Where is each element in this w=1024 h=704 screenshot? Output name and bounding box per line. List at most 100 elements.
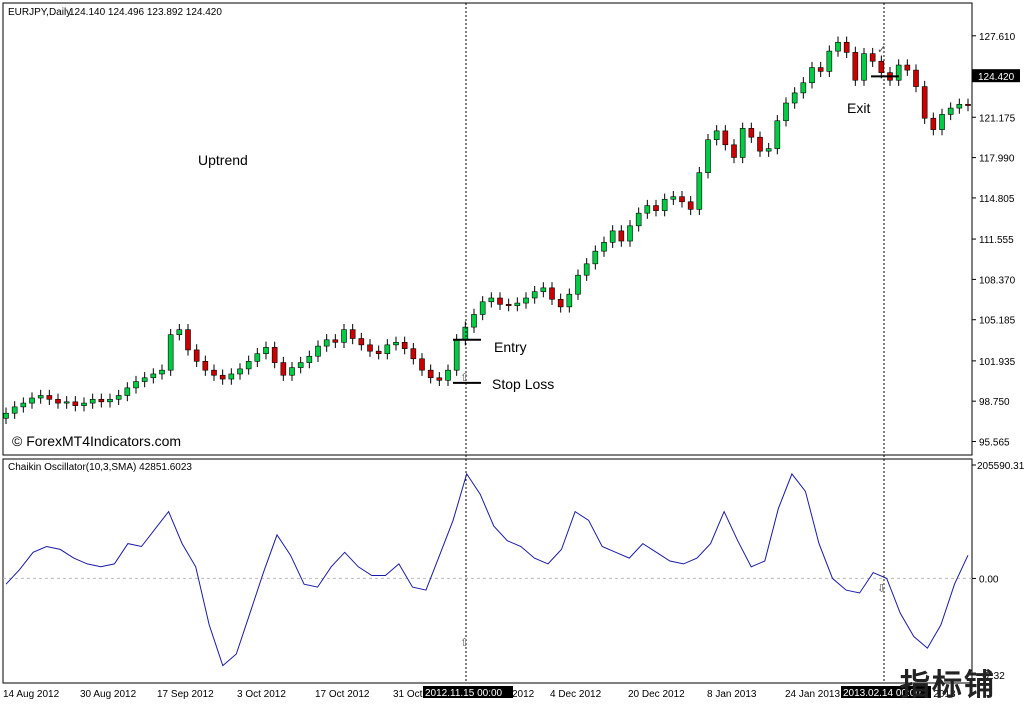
candle-body [297, 362, 304, 368]
candle-body [618, 230, 625, 242]
candle-body [384, 344, 391, 355]
candle-body [705, 139, 711, 173]
candle-body [947, 107, 954, 115]
candle-body [774, 120, 781, 149]
time-axis-label: 2012 [512, 689, 535, 700]
crosshair-time-label: 2012.11.15 00:00 [425, 688, 503, 699]
candle-body [254, 353, 261, 362]
candle-body [332, 339, 339, 343]
candle-body [393, 342, 399, 346]
candle-body [375, 350, 382, 355]
candle-body [37, 395, 44, 399]
candle-body [107, 398, 113, 403]
candle-body [505, 304, 512, 306]
candle-body [159, 369, 165, 375]
candle-body [809, 67, 815, 84]
candle-body [323, 339, 330, 347]
candle-body [315, 345, 321, 357]
candle-body [471, 314, 477, 328]
time-axis-label: 31 Oct 2012 [393, 689, 448, 700]
candle-body [930, 117, 937, 130]
candle-body [349, 329, 356, 339]
candle-body [895, 64, 902, 81]
candle-body [861, 53, 867, 81]
candle-body [289, 367, 295, 376]
candle-body [531, 291, 538, 299]
candle-body [843, 41, 850, 53]
candle-body [791, 92, 798, 104]
candle-body [497, 297, 503, 305]
time-axis-label: 20 Dec 2012 [628, 689, 685, 700]
candle-body [367, 344, 373, 352]
candle-body [419, 358, 425, 371]
candle-body [436, 377, 443, 381]
chaikin-oscillator-line [5, 472, 969, 667]
current-price-label: 124.420 [978, 72, 1015, 83]
time-axis: 14 Aug 2012 30 Aug 2012 17 Sep 2012 3 Oct 2… [3, 686, 956, 700]
candle-body [566, 293, 573, 308]
candle-body [46, 395, 53, 400]
candle-body [306, 355, 313, 363]
candle-body [89, 398, 96, 404]
candle-body [245, 361, 252, 370]
candle-body [211, 369, 217, 376]
candle-body [592, 250, 599, 265]
time-axis-label: 24 Jan 2013 [785, 689, 840, 700]
candle-body [540, 287, 547, 292]
entry-label: Entry [494, 339, 527, 355]
candle-body [956, 103, 963, 109]
candles [3, 36, 971, 424]
candle-body [904, 64, 911, 71]
candle-body [696, 172, 703, 210]
price-tick-label: 105.185 [979, 316, 1016, 327]
candle-body [514, 302, 521, 306]
candle-body [921, 86, 928, 119]
time-axis-label: 4 Dec 2012 [550, 689, 602, 700]
candle-body [280, 362, 287, 376]
candle-body [185, 329, 191, 351]
price-tick-label: 127.610 [979, 32, 1016, 43]
candle-body [549, 287, 555, 300]
candle-body [523, 297, 529, 304]
logo-watermark: 指标铺 [900, 668, 996, 703]
oscillator-panel-frame [2, 458, 973, 684]
candle-body [835, 41, 841, 52]
candle-body [263, 347, 269, 355]
candle-body [878, 60, 885, 73]
osc-tick-label: 205590.31 [977, 461, 1024, 472]
candle-body [453, 339, 460, 371]
price-tick-label: 111.555 [979, 235, 1014, 246]
candle-body [583, 263, 590, 276]
oscillator-header: Chaikin Oscillator(10,3,SMA) 42851.6023 [8, 462, 192, 473]
candle-body [965, 103, 971, 106]
candle-body [670, 196, 677, 200]
candle-body [783, 102, 789, 122]
candle-body [115, 395, 122, 400]
crosshair-time-tag [423, 686, 513, 698]
candle-body [575, 274, 581, 295]
buy-arrow-icon: ⇧ [460, 372, 469, 384]
oscillator-axis: 205590.31 0.00 -7.32 [3, 461, 1024, 682]
candle-body [800, 82, 807, 94]
candle-body [601, 241, 607, 252]
candle-body [869, 53, 876, 62]
candle-body [271, 347, 278, 363]
time-axis-label: 17 Sep 2012 [157, 689, 214, 700]
osc-tick-label: -7.32 [982, 671, 1005, 682]
price-tick-label: 117.990 [979, 154, 1015, 165]
candle-body [72, 401, 79, 406]
price-panel-frame [2, 2, 973, 456]
ohlc-header: 124.140 124.496 123.892 124.420 [69, 7, 222, 18]
candle-body [124, 387, 131, 396]
candle-body [133, 381, 139, 389]
trade-levels [453, 75, 899, 384]
price-tick-label: 121.175 [979, 113, 1016, 124]
candle-body [462, 326, 469, 341]
candle-body [141, 377, 148, 382]
candle-body [557, 298, 564, 308]
candle-body [687, 201, 694, 210]
candle-body [341, 329, 347, 343]
candle-body [722, 130, 729, 146]
candle-body [627, 225, 633, 242]
time-axis-label: 5 Feb 2013 [905, 689, 956, 700]
